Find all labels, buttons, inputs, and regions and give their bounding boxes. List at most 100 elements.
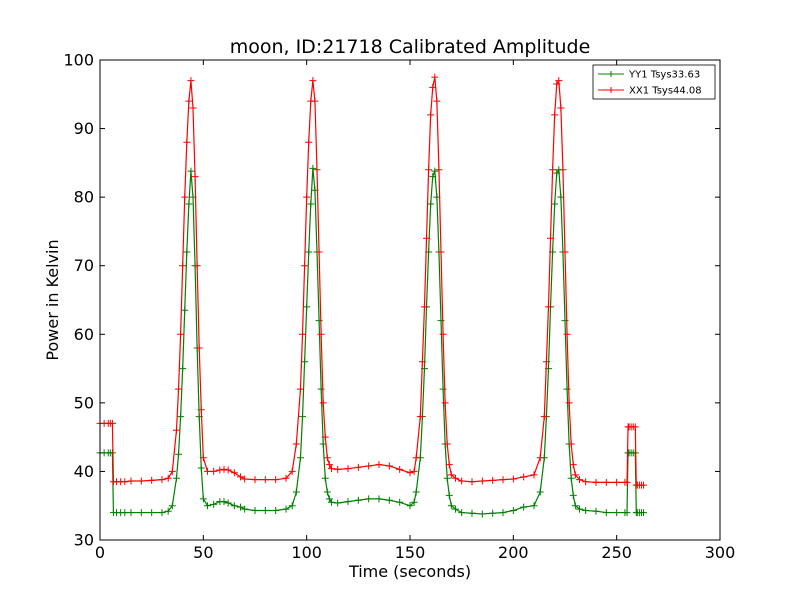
series-1-point-71: [420, 303, 428, 311]
series-1-point-86: [458, 477, 466, 485]
x-tick-label-0: 0: [95, 543, 105, 562]
series-1-point-42: [292, 440, 300, 448]
y-tick-label-7: 100: [63, 51, 94, 70]
series-0-point-117: [623, 509, 631, 517]
series-0-point-113: [592, 507, 600, 515]
series-0-point-63: [375, 495, 383, 503]
series-1-point-98: [547, 234, 555, 242]
series-1-point-49: [309, 77, 317, 85]
series-0-point-11: [148, 509, 156, 517]
series-1-point-53: [317, 330, 325, 338]
y-axis-title: Power in Kelvin: [43, 239, 62, 360]
series-markers-1: [96, 73, 648, 489]
series-0-point-105: [561, 317, 569, 325]
series-0-point-64: [385, 496, 393, 504]
series-0-point-55: [321, 474, 329, 482]
series-0-point-53: [317, 385, 325, 393]
series-1-point-22: [187, 77, 195, 85]
series-1-point-79: [437, 248, 445, 256]
series-1-point-88: [478, 477, 486, 485]
series-1-point-18: [179, 262, 187, 270]
series-1-point-99: [549, 166, 557, 174]
series-0-point-15: [172, 474, 180, 482]
series-1-point-67: [410, 467, 418, 475]
series-1-point-117: [623, 478, 631, 486]
series-1-point-87: [468, 478, 476, 486]
series-0-point-85: [451, 505, 459, 513]
series-1-point-115: [613, 478, 621, 486]
series-0-point-21: [185, 200, 193, 208]
series-1-point-95: [540, 413, 548, 421]
series-0-point-112: [582, 507, 590, 515]
series-0-point-17: [177, 413, 185, 421]
series-0-point-28: [199, 495, 207, 503]
series-0-point-10: [137, 509, 145, 517]
series-0-point-35: [237, 503, 245, 511]
series-0-point-27: [197, 464, 205, 472]
series-1-point-34: [230, 469, 238, 477]
series-0-point-32: [220, 498, 228, 506]
series-1-point-96: [542, 358, 550, 366]
series-1-point-81: [441, 399, 449, 407]
series-1-point-13: [164, 474, 172, 482]
series-1-point-111: [575, 476, 583, 484]
series-0-point-88: [478, 510, 486, 518]
series-0-point-13: [164, 507, 172, 515]
series-1-point-72: [423, 234, 431, 242]
series-0-point-62: [365, 495, 373, 503]
series-1-point-75: [429, 83, 437, 91]
series-0-point-42: [292, 488, 300, 496]
series-0-point-91: [509, 507, 517, 515]
series-1-point-65: [396, 465, 404, 473]
series-1-point-9: [127, 477, 135, 485]
series-1-point-84: [447, 471, 455, 479]
series-1-point-94: [536, 454, 544, 462]
series-1-point-58: [327, 465, 335, 473]
x-tick-label-4: 200: [498, 543, 529, 562]
series-0-point-68: [412, 488, 420, 496]
series-1-point-4: [108, 419, 116, 427]
series-1-point-122: [631, 423, 639, 431]
series-0-point-52: [315, 317, 323, 325]
series-1-point-30: [210, 467, 218, 475]
series-1-point-29: [203, 467, 211, 475]
series-0-point-86: [458, 509, 466, 517]
series-1-point-17: [177, 330, 185, 338]
series-0-point-108: [567, 474, 575, 482]
series-0-point-22: [187, 167, 195, 175]
series-1-point-37: [251, 476, 259, 484]
series-0-point-89: [489, 509, 497, 517]
series-1-point-66: [406, 469, 414, 477]
series-0-point-115: [613, 509, 621, 517]
x-tick-label-5: 250: [601, 543, 632, 562]
y-tick-label-2: 50: [74, 393, 94, 412]
series-1-point-11: [148, 476, 156, 484]
series-1-point-112: [582, 478, 590, 486]
series-0-point-127: [640, 509, 648, 517]
legend: YY1 Tsys33.63 XX1 Tsys44.08: [592, 64, 716, 100]
x-tick-label-3: 150: [395, 543, 426, 562]
series-0-point-30: [210, 500, 218, 508]
series-0-point-61: [354, 496, 362, 504]
series-1-point-105: [561, 248, 569, 256]
series-1-point-109: [569, 461, 577, 469]
series-1-point-63: [375, 461, 383, 469]
series-1-point-46: [303, 193, 311, 201]
series-layer: [96, 73, 648, 518]
series-1-point-74: [427, 111, 435, 119]
series-1-point-19: [181, 193, 189, 201]
series-1-point-60: [344, 465, 352, 473]
series-1-point-50: [311, 97, 319, 105]
series-1-point-89: [489, 476, 497, 484]
series-0-point-114: [602, 509, 610, 517]
x-tick-label-1: 50: [193, 543, 213, 562]
series-1-point-51: [313, 166, 321, 174]
series-0-point-76: [431, 167, 439, 175]
series-0-point-49: [309, 164, 317, 172]
series-0-point-12: [158, 509, 166, 517]
series-1-point-41: [288, 467, 296, 475]
x-axis-title: Time (seconds): [348, 562, 471, 581]
series-1-point-127: [640, 481, 648, 489]
series-1-point-44: [299, 330, 307, 338]
series-0-point-16: [175, 450, 183, 458]
